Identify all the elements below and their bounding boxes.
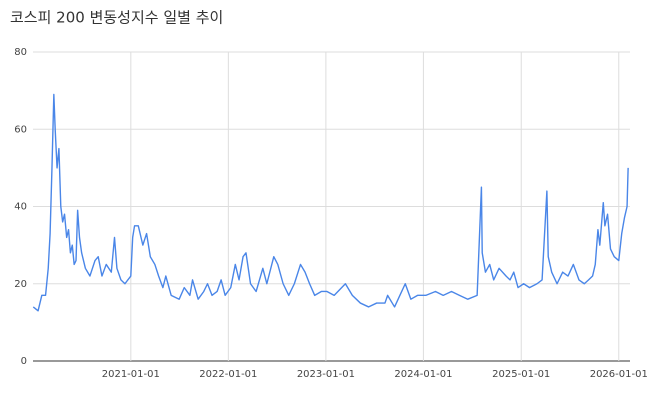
- x-tick-label: 2023-01-01: [297, 369, 355, 380]
- y-tick-label: 0: [21, 356, 27, 367]
- y-tick-label: 80: [14, 47, 27, 58]
- x-tick-label: 2026-01-01: [590, 369, 648, 380]
- y-tick-label: 20: [14, 279, 27, 290]
- line-series: [32, 93, 629, 312]
- x-tick-label: 2024-01-01: [394, 369, 452, 380]
- x-tick-label: 2021-01-01: [102, 369, 160, 380]
- x-tick-label: 2022-01-01: [199, 369, 257, 380]
- x-tick-label: 2025-01-01: [492, 369, 550, 380]
- y-tick-label: 40: [14, 202, 27, 213]
- y-tick-label: 60: [14, 124, 27, 135]
- chart-title: 코스피 200 변동성지수 일별 추이: [10, 9, 223, 27]
